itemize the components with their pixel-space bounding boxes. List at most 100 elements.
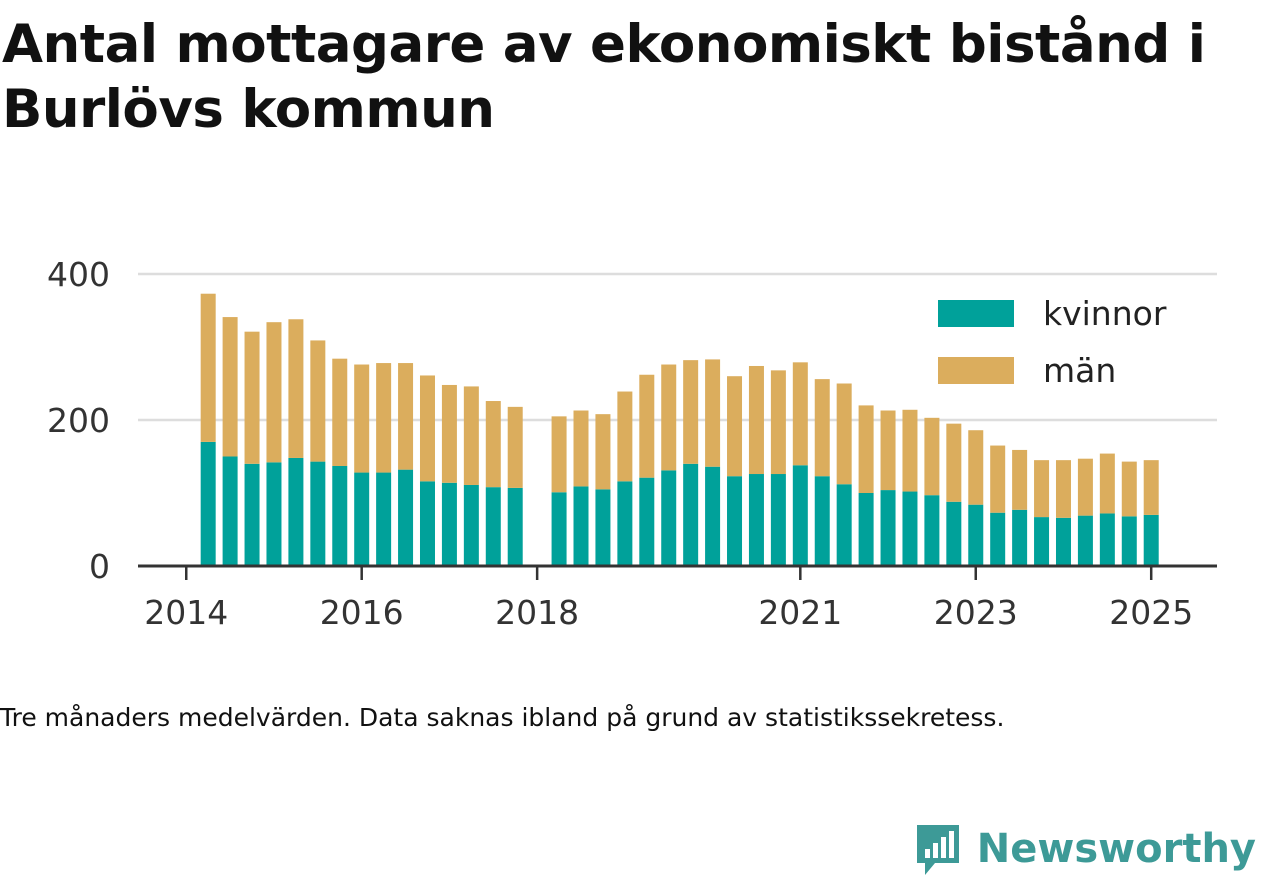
- x-tick-label: 2014: [144, 593, 228, 632]
- bar-kvinnor: [1077, 515, 1093, 566]
- bar-kvinnor: [770, 474, 786, 566]
- bar-kvinnor: [902, 491, 918, 566]
- bar-kvinnor: [1055, 517, 1071, 566]
- x-tick-label: 2016: [320, 593, 404, 632]
- bar-man: [200, 293, 216, 442]
- bar-man: [661, 364, 677, 471]
- legend-swatch-kvinnor: [938, 300, 1014, 327]
- x-tick-label: 2025: [1109, 593, 1193, 632]
- legend: kvinnor män: [938, 294, 1167, 390]
- bar-kvinnor: [1143, 514, 1159, 566]
- y-axis-ticks: 0 200 400: [47, 255, 110, 586]
- bar-kvinnor: [617, 481, 633, 566]
- bar-man: [1034, 460, 1050, 518]
- chart-caption: Tre månaders medelvärden. Data saknas ib…: [0, 703, 1005, 732]
- bar-kvinnor: [354, 472, 370, 566]
- bar-man: [705, 359, 721, 467]
- bar-kvinnor: [463, 484, 479, 566]
- bar-kvinnor: [1034, 517, 1050, 566]
- bar-kvinnor: [836, 484, 852, 566]
- bar-kvinnor: [748, 474, 764, 566]
- legend-label-kvinnor: kvinnor: [1043, 294, 1167, 333]
- bar-kvinnor: [398, 469, 414, 566]
- bar-man: [1143, 460, 1159, 515]
- chart-title: Antal mottagare av ekonomiskt bistånd i …: [2, 14, 1206, 140]
- bar-kvinnor: [200, 441, 216, 566]
- bar-kvinnor: [639, 477, 655, 566]
- bar-man: [244, 331, 260, 464]
- bar-man: [573, 410, 589, 487]
- bar-man: [748, 365, 764, 475]
- bar-kvinnor: [551, 492, 567, 566]
- bar-kvinnor: [661, 470, 677, 566]
- bar-man: [858, 405, 874, 493]
- legend-swatch-man: [938, 357, 1014, 384]
- bar-man: [310, 340, 326, 462]
- bar-man: [485, 401, 501, 488]
- bar-kvinnor: [288, 457, 304, 566]
- bar-man: [332, 358, 348, 466]
- bar-man: [1077, 458, 1093, 516]
- bar-kvinnor: [968, 504, 984, 566]
- bar-man: [266, 322, 282, 463]
- bar-kvinnor: [1012, 509, 1028, 566]
- bar-man: [398, 363, 414, 470]
- bar-man: [814, 379, 830, 477]
- bar-kvinnor: [683, 463, 699, 566]
- bar-man: [617, 391, 633, 482]
- bar-kvinnor: [485, 487, 501, 566]
- bar-man: [551, 416, 567, 493]
- bar-kvinnor: [814, 476, 830, 566]
- bar-kvinnor: [376, 472, 392, 566]
- bar-man: [595, 414, 611, 490]
- bar-man: [968, 430, 984, 505]
- bar-man: [902, 409, 918, 492]
- bar-man: [770, 370, 786, 475]
- y-tick-label: 0: [89, 547, 110, 586]
- bar-man: [463, 386, 479, 485]
- stacked-bar-chart: 0 200 400 2014 2016 2018 2021 2023 2025 kvinnor…: [47, 255, 1217, 632]
- bar-man: [1099, 453, 1115, 514]
- bar-man: [441, 384, 457, 483]
- bar-kvinnor: [727, 476, 743, 566]
- bar-kvinnor: [222, 456, 238, 566]
- bar-kvinnor: [573, 486, 589, 566]
- bar-kvinnor: [792, 465, 808, 566]
- bar-chart-speech-bubble-icon: [916, 825, 959, 875]
- bar-man: [419, 375, 435, 482]
- brand-name: Newsworthy: [976, 826, 1256, 872]
- bar-kvinnor: [441, 482, 457, 566]
- bar-kvinnor: [1099, 513, 1115, 566]
- bar-kvinnor: [946, 501, 962, 566]
- bar-man: [354, 364, 370, 473]
- bar-kvinnor: [595, 489, 611, 566]
- bar-kvinnor: [244, 463, 260, 566]
- brand-logo: Newsworthy: [913, 821, 1256, 877]
- bar-man: [288, 319, 304, 458]
- bar-man: [376, 363, 392, 473]
- legend-label-man: män: [1043, 351, 1116, 390]
- bar-man: [946, 423, 962, 502]
- y-tick-label: 400: [47, 255, 110, 294]
- bar-kvinnor: [1121, 516, 1137, 566]
- bar-kvinnor: [880, 490, 896, 566]
- x-tick-label: 2021: [758, 593, 842, 632]
- bar-kvinnor: [507, 487, 523, 566]
- bar-kvinnor: [858, 493, 874, 566]
- bar-man: [727, 376, 743, 477]
- bar-man: [792, 362, 808, 466]
- y-tick-label: 200: [47, 401, 110, 440]
- bar-man: [1012, 449, 1028, 510]
- bar-kvinnor: [990, 512, 1006, 566]
- bar-man: [836, 383, 852, 485]
- bar-kvinnor: [419, 481, 435, 566]
- bar-man: [683, 360, 699, 464]
- x-tick-label: 2023: [934, 593, 1018, 632]
- bar-kvinnor: [332, 465, 348, 566]
- bar-man: [880, 410, 896, 491]
- bar-kvinnor: [924, 495, 940, 566]
- bar-kvinnor: [266, 462, 282, 566]
- bar-man: [1121, 461, 1137, 517]
- bar-man: [924, 417, 940, 496]
- x-tick-label: 2018: [495, 593, 579, 632]
